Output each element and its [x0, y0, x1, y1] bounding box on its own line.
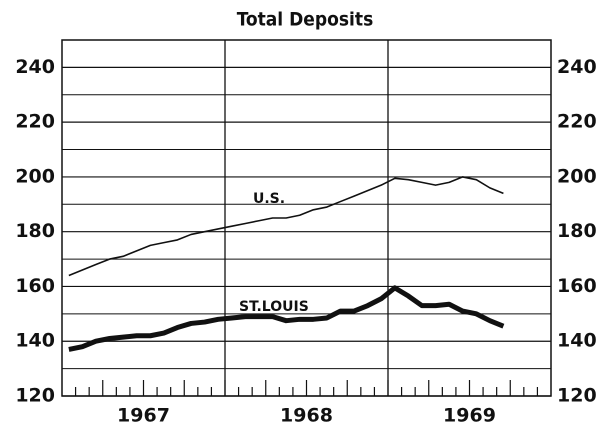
chart-title: Total Deposits: [237, 9, 374, 31]
y-tick-label: 180: [15, 220, 55, 242]
y2-tick-label: 180: [557, 220, 597, 242]
series-label: U.S.: [253, 191, 285, 207]
y-tick-label: 200: [15, 165, 55, 187]
x-tick-label: 1967: [117, 405, 170, 427]
y2-tick-label: 160: [557, 275, 597, 297]
y-tick-label: 120: [15, 385, 55, 407]
y-tick-label: 140: [15, 330, 55, 352]
series-line: [68, 285, 505, 352]
x-tick-label: 1968: [280, 405, 333, 427]
y-tick-label: 220: [15, 111, 55, 133]
y2-tick-label: 240: [557, 56, 597, 78]
series-label: ST.LOUIS: [239, 299, 309, 315]
x-tick-label: 1969: [443, 405, 496, 427]
y-tick-label: 240: [15, 56, 55, 78]
y-tick-label: 160: [15, 275, 55, 297]
y2-tick-label: 200: [557, 165, 597, 187]
series-line: [68, 176, 504, 277]
y2-tick-label: 120: [557, 385, 597, 407]
y2-tick-label: 140: [557, 330, 597, 352]
y2-tick-label: 220: [557, 111, 597, 133]
